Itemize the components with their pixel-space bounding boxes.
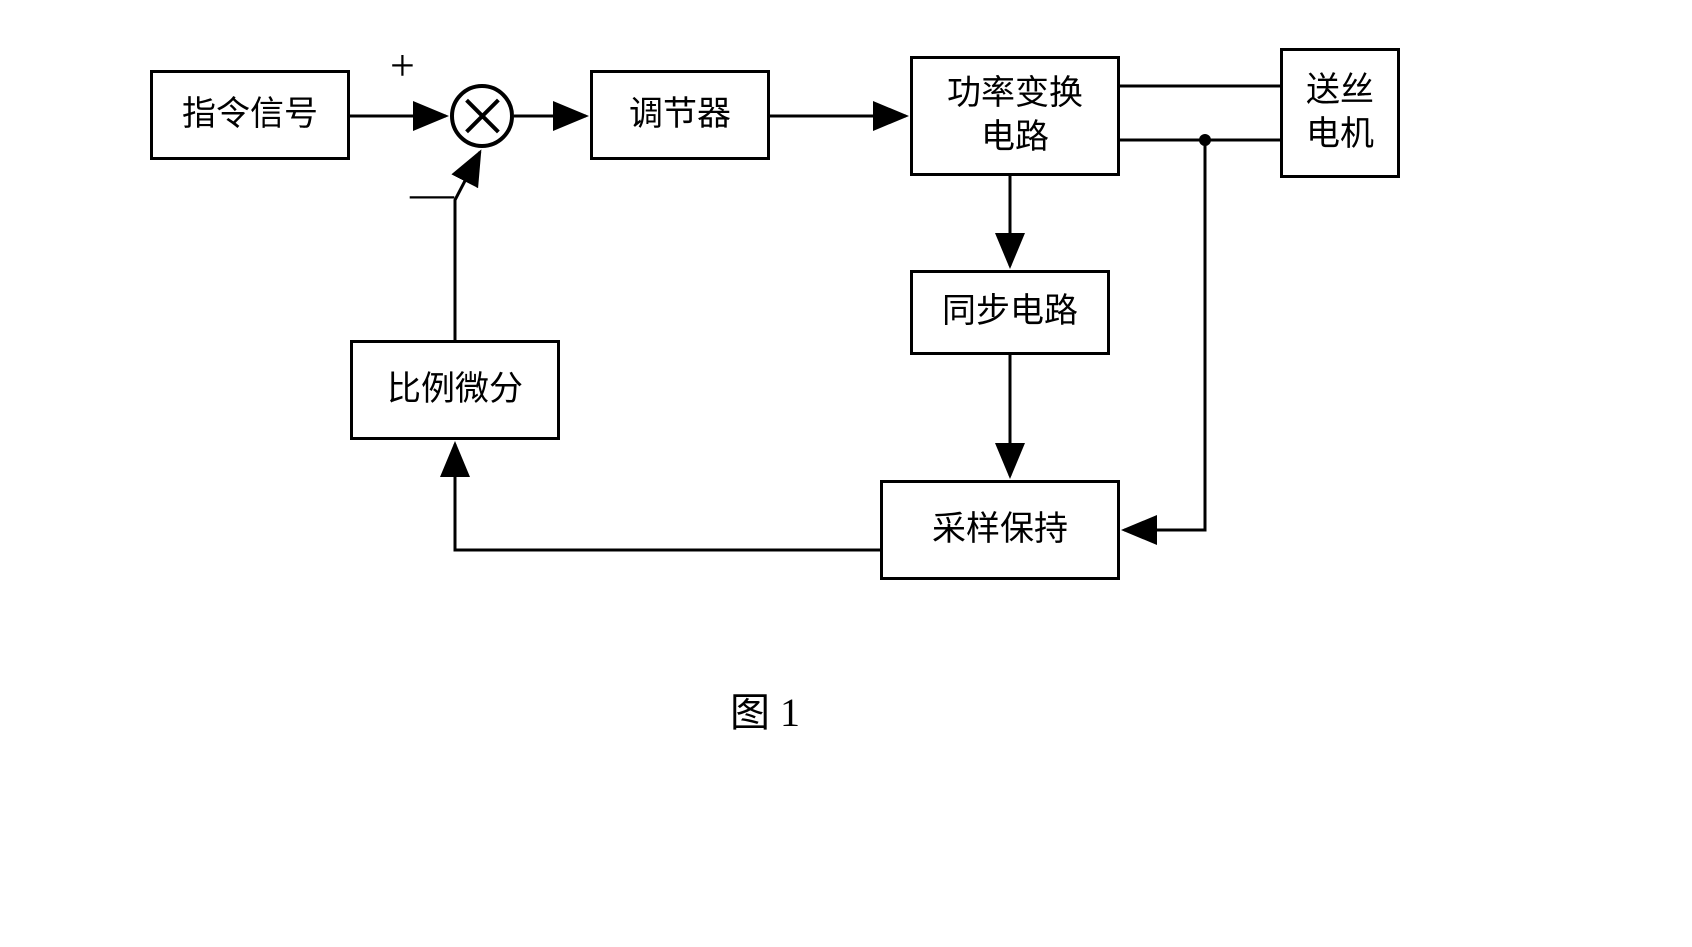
summing-junction [450, 84, 514, 148]
block-diagram: 指令信号 + — 调节器 功率变换 电路 送丝 电机 同步电路 采样保持 比例微… [90, 40, 1590, 740]
block-sync-circuit: 同步电路 [910, 270, 1110, 355]
block-label: 指令信号 [182, 93, 318, 137]
block-proportional-derivative: 比例微分 [350, 340, 560, 440]
block-label: 同步电路 [942, 290, 1078, 334]
block-label: 比例微分 [387, 368, 523, 412]
figure-caption: 图 1 [730, 680, 800, 738]
block-label: 功率变换 电路 [947, 72, 1083, 160]
block-sample-hold: 采样保持 [880, 480, 1120, 580]
block-command-signal: 指令信号 [150, 70, 350, 160]
block-wire-motor: 送丝 电机 [1280, 48, 1400, 178]
block-label: 采样保持 [932, 508, 1068, 552]
block-label: 送丝 电机 [1306, 69, 1374, 157]
minus-sign: — [410, 168, 454, 219]
block-regulator: 调节器 [590, 70, 770, 160]
block-label: 调节器 [629, 93, 731, 137]
plus-sign: + [390, 40, 415, 91]
block-power-converter: 功率变换 电路 [910, 56, 1120, 176]
